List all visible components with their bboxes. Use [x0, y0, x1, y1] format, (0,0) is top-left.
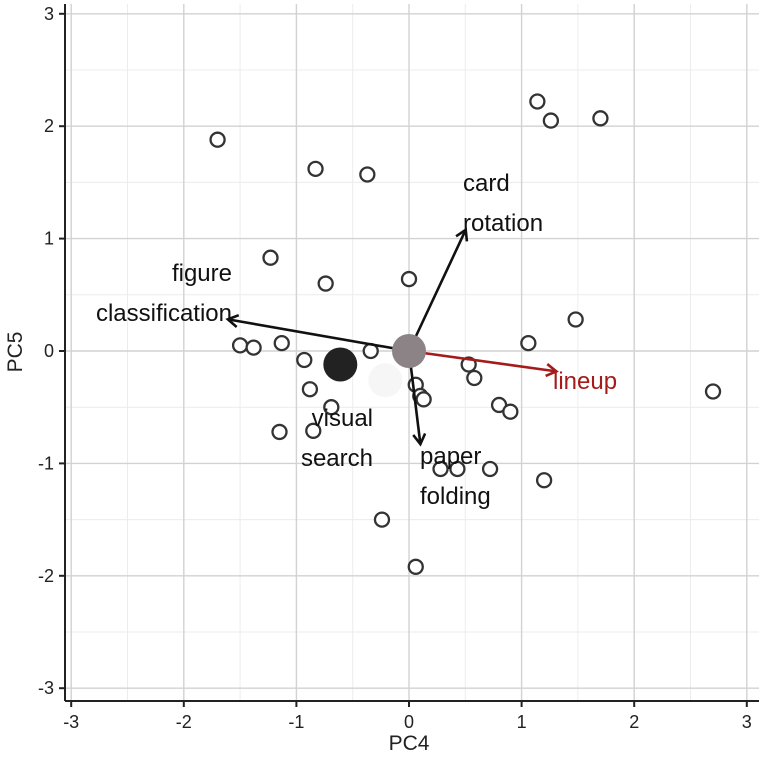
- x-tick-label: -1: [288, 712, 304, 732]
- y-tick-label: 0: [44, 341, 54, 361]
- data-point: [231, 337, 249, 354]
- data-point: [317, 275, 334, 292]
- data-point: [245, 339, 262, 356]
- data-point: [273, 334, 290, 352]
- data-point: [466, 369, 483, 387]
- y-tick-label: -1: [38, 453, 54, 473]
- group-centroids: [323, 334, 426, 398]
- loading-vector: [407, 231, 465, 352]
- vector-label: card: [463, 170, 510, 197]
- y-tick-label: -2: [38, 566, 54, 586]
- y-tick-label: 2: [44, 116, 54, 136]
- x-tick-label: -3: [63, 712, 79, 732]
- centroid-marker: [323, 347, 358, 382]
- data-point: [407, 558, 424, 575]
- data-point: [704, 383, 722, 400]
- data-point: [373, 511, 391, 528]
- y-tick-label: -3: [38, 678, 54, 698]
- x-tick-label: 2: [629, 712, 639, 732]
- y-axis-title: PC5: [4, 332, 27, 373]
- vector-label: figure: [172, 260, 232, 287]
- loading-vectors: [229, 231, 556, 443]
- y-tick-label: 1: [44, 229, 54, 249]
- y-tick-label: 3: [44, 4, 54, 24]
- centroid-marker: [392, 334, 426, 368]
- loading-vector: [408, 349, 555, 371]
- data-point: [400, 270, 418, 288]
- vector-label: paper: [420, 443, 481, 470]
- vector-label: search: [301, 445, 373, 472]
- grid-major: [65, 4, 759, 701]
- loading-vector: [229, 320, 410, 353]
- data-point: [307, 160, 324, 178]
- data-point: [305, 422, 322, 439]
- vector-label: rotation: [463, 210, 543, 237]
- data-point: [449, 460, 466, 478]
- data-point: [567, 311, 584, 328]
- data-point: [432, 460, 449, 478]
- data-point: [262, 249, 279, 266]
- data-point: [271, 423, 288, 441]
- x-tick-label: 1: [517, 712, 527, 732]
- vector-label: classification: [96, 300, 232, 327]
- x-tick-label: 0: [404, 712, 414, 732]
- data-point: [520, 334, 537, 352]
- data-point: [592, 110, 609, 127]
- vector-label: folding: [420, 483, 491, 510]
- data-point: [542, 112, 560, 129]
- data-point: [209, 131, 226, 148]
- data-point: [535, 472, 553, 489]
- x-tick-label: -2: [176, 712, 192, 732]
- data-point: [481, 460, 499, 478]
- centroid-marker: [368, 363, 403, 398]
- data-point: [415, 391, 432, 408]
- data-point: [502, 403, 519, 420]
- vector-labels: card rotation figure classification lineup pa…: [96, 170, 617, 510]
- x-tick-label: 3: [742, 712, 752, 732]
- data-point: [529, 93, 546, 110]
- data-point: [359, 166, 376, 183]
- axis-ticks: -3 -2 -1 0 1 2 3 -3 -2 -1 0 1 2 3: [38, 4, 752, 732]
- vector-label: lineup: [553, 368, 617, 395]
- vector-label: visual: [312, 405, 373, 432]
- data-point: [296, 351, 313, 369]
- x-axis-title: PC4: [389, 732, 430, 755]
- data-point: [323, 399, 340, 416]
- data-point: [301, 381, 319, 398]
